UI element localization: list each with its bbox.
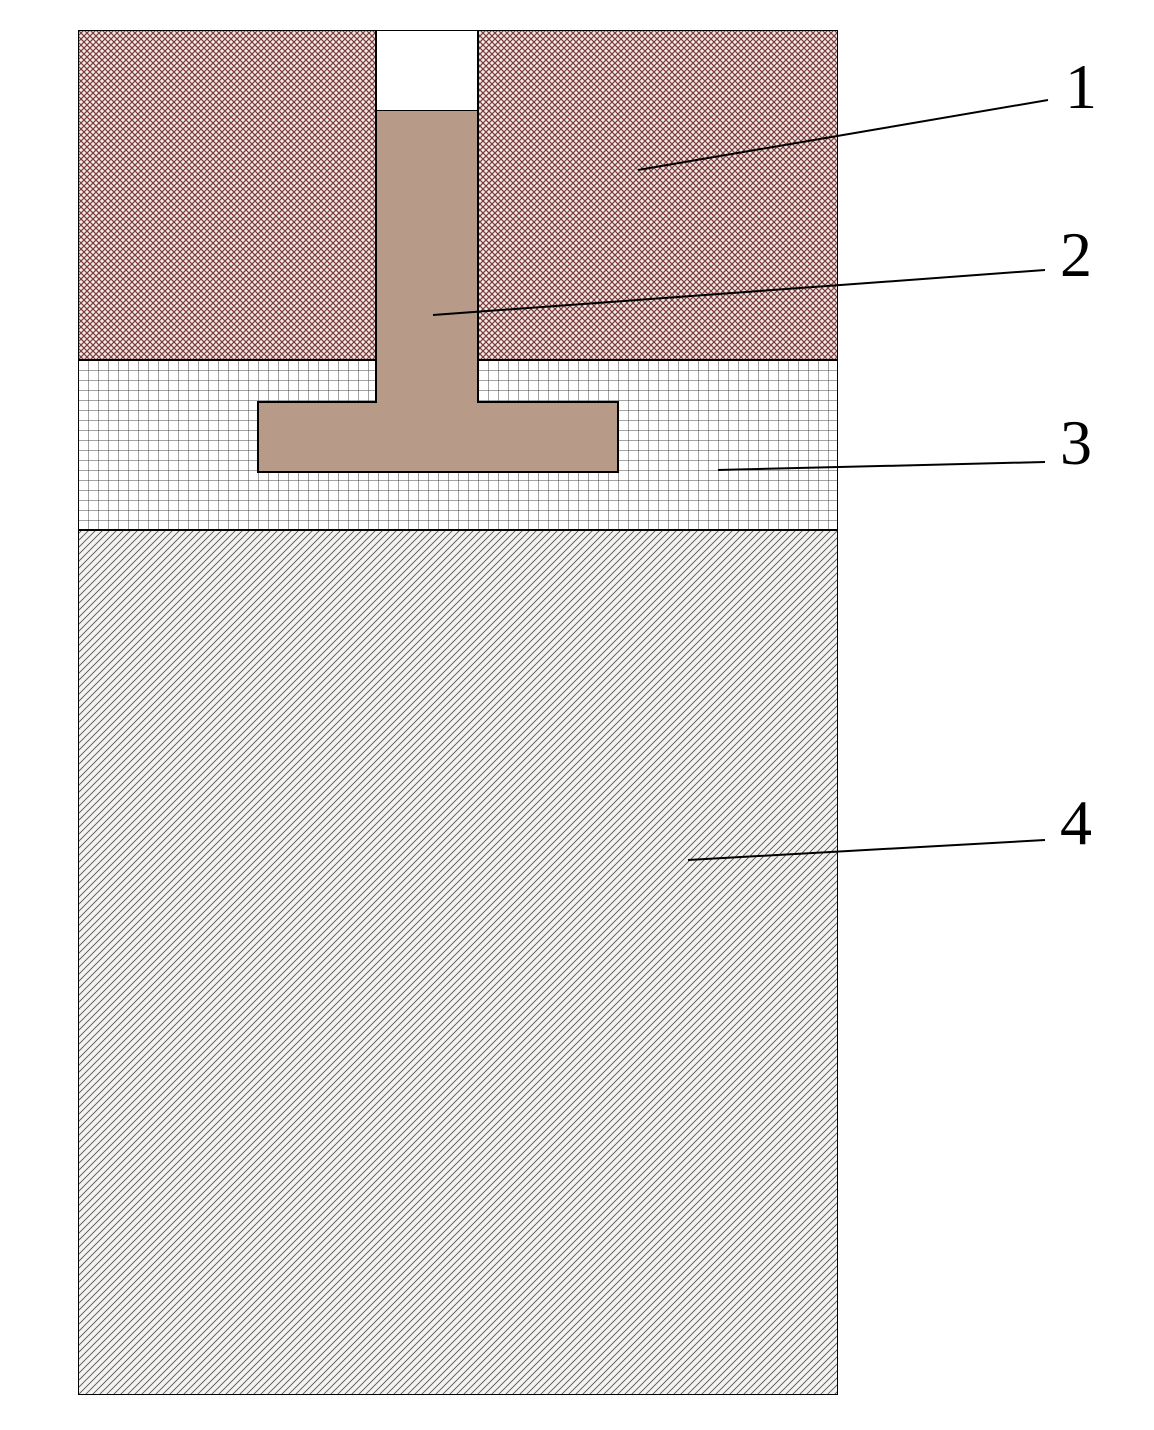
layer1-right-block [478, 30, 838, 360]
callout-label-1: 1 [1065, 50, 1097, 124]
top-notch-gap [376, 30, 478, 110]
layer4-substrate [78, 530, 838, 1395]
callout-label-2: 2 [1060, 218, 1092, 292]
callout-label-4: 4 [1060, 786, 1092, 860]
layer1-left-block [78, 30, 376, 360]
diagram-container [78, 30, 838, 1395]
callout-label-3: 3 [1060, 406, 1092, 480]
cross-section-diagram [78, 30, 838, 1395]
